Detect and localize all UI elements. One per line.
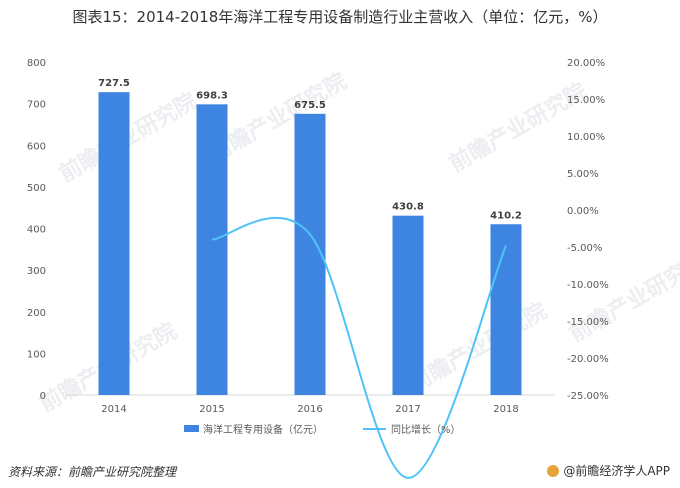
x-axis-tick-label: 2016 bbox=[297, 404, 322, 415]
bar-data-label: 727.5 bbox=[98, 78, 130, 89]
left-axis-tick-label: 0 bbox=[40, 391, 46, 402]
x-axis-tick-label: 2015 bbox=[199, 404, 224, 415]
right-axis-tick-label: 10.00% bbox=[567, 132, 605, 143]
x-axis-tick-label: 2014 bbox=[101, 404, 126, 415]
legend-bar-label: 海洋工程专用设备（亿元） bbox=[203, 423, 323, 436]
left-axis-tick-label: 300 bbox=[27, 266, 46, 277]
left-axis-tick-label: 100 bbox=[27, 349, 46, 360]
left-axis-tick-label: 600 bbox=[27, 141, 46, 152]
right-axis-tick-label: -25.00% bbox=[567, 391, 609, 402]
bar bbox=[392, 215, 424, 395]
bar-data-label: 675.5 bbox=[294, 100, 326, 111]
bar-data-label: 430.8 bbox=[392, 202, 424, 213]
growth-line bbox=[211, 216, 507, 479]
right-axis-tick-label: 0.00% bbox=[567, 206, 599, 217]
bar bbox=[98, 92, 130, 395]
right-axis-tick-label: -20.00% bbox=[567, 354, 609, 365]
right-axis-tick-label: 20.00% bbox=[567, 58, 605, 69]
bar-data-label: 410.2 bbox=[490, 210, 522, 221]
brand-logo-icon bbox=[547, 464, 560, 477]
left-axis-tick-label: 400 bbox=[27, 225, 46, 236]
left-axis-tick-label: 500 bbox=[27, 183, 46, 194]
right-axis-tick-label: -5.00% bbox=[567, 243, 602, 254]
bar bbox=[490, 224, 522, 395]
brand-credit: @前瞻经济学人APP bbox=[547, 462, 670, 479]
x-axis-tick-label: 2018 bbox=[493, 404, 518, 415]
right-axis-tick-label: -10.00% bbox=[567, 280, 609, 291]
brand-text: @前瞻经济学人APP bbox=[563, 464, 670, 478]
legend-line-label: 同比增长（%） bbox=[391, 423, 461, 436]
right-axis-tick-label: 15.00% bbox=[567, 95, 605, 106]
left-axis-tick-label: 800 bbox=[27, 58, 46, 69]
right-axis-tick-label: -15.00% bbox=[567, 317, 609, 328]
legend-bar-swatch bbox=[184, 425, 199, 432]
source-note: 资料来源：前瞻产业研究院整理 bbox=[8, 465, 177, 479]
right-axis-tick-label: 5.00% bbox=[567, 169, 599, 180]
left-axis-tick-label: 700 bbox=[27, 100, 46, 111]
bar bbox=[196, 104, 228, 395]
bar-data-label: 698.3 bbox=[196, 90, 228, 101]
chart-title: 图表15：2014-2018年海洋工程专用设备制造行业主营收入（单位：亿元，%） bbox=[72, 8, 608, 26]
x-axis-tick-label: 2017 bbox=[395, 404, 420, 415]
left-axis-tick-label: 200 bbox=[27, 308, 46, 319]
